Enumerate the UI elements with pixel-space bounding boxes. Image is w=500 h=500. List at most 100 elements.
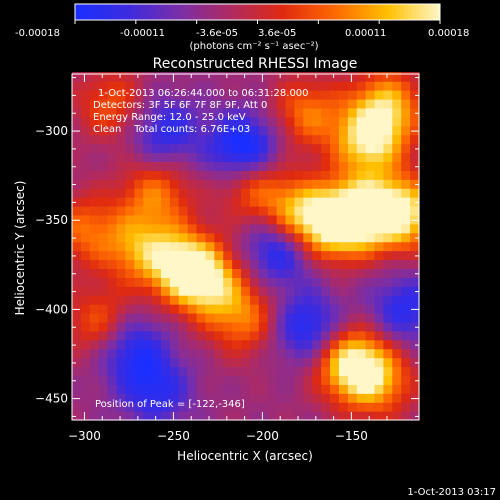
heatmap-cell <box>232 295 242 305</box>
heatmap-cell <box>107 179 118 189</box>
heatmap-cell <box>321 330 331 341</box>
heatmap-cell <box>392 223 402 234</box>
heatmap-cell <box>205 143 215 154</box>
heatmap-cell <box>116 348 126 359</box>
heatmap-cell <box>80 90 91 100</box>
heatmap-cell <box>374 98 385 109</box>
heatmap-cell <box>196 375 207 385</box>
heatmap-cell <box>98 286 109 296</box>
heatmap-cell <box>72 90 82 100</box>
heatmap-cell <box>383 259 393 269</box>
heatmap-cell <box>152 250 162 261</box>
heatmap-cell <box>169 321 180 332</box>
heatmap-cell <box>169 107 180 118</box>
heatmap-cell <box>232 241 242 252</box>
heatmap-cell <box>267 393 278 403</box>
heatmap-cell <box>89 143 100 154</box>
heatmap-cell <box>249 90 260 100</box>
heatmap-cell <box>294 72 304 82</box>
heatmap-cell <box>143 72 153 82</box>
heatmap-cell <box>401 321 411 332</box>
heatmap-cell <box>107 277 118 287</box>
colorbar-gradient <box>74 3 441 21</box>
heatmap-cell <box>312 98 322 109</box>
heatmap-cell <box>374 205 385 216</box>
heatmap-cell <box>196 241 207 252</box>
heatmap-cell <box>321 188 331 198</box>
heatmap-cell <box>267 188 278 198</box>
heatmap-cell <box>294 90 304 100</box>
heatmap-cell <box>401 223 411 234</box>
heatmap-cell <box>107 170 118 180</box>
heatmap-cell <box>383 384 393 394</box>
heatmap-cell <box>232 366 242 377</box>
heatmap-cell <box>187 375 198 385</box>
heatmap-cell <box>214 90 224 100</box>
heatmap-cell <box>152 393 162 403</box>
heatmap-cell <box>80 295 91 305</box>
heatmap-cell <box>321 107 331 118</box>
heatmap-cell <box>107 241 118 252</box>
heatmap-cell <box>303 152 313 162</box>
heatmap-cell <box>160 170 171 180</box>
heatmap-cell <box>374 268 385 278</box>
heatmap-cell <box>98 223 109 234</box>
heatmap-cell <box>143 205 153 216</box>
y-tick-label: −350 <box>35 213 68 227</box>
heatmap-cell <box>249 312 260 323</box>
heatmap-cell <box>80 277 91 287</box>
heatmap-cell <box>178 357 189 368</box>
heatmap-cell <box>80 241 91 252</box>
heatmap-cell <box>392 393 402 403</box>
heatmap-cell <box>401 295 411 305</box>
heatmap-cell <box>143 179 153 189</box>
heatmap-cell <box>258 125 269 136</box>
heatmap-cell <box>187 81 198 91</box>
heatmap-cell <box>365 134 376 145</box>
heatmap-cell <box>312 197 322 207</box>
heatmap-cell <box>392 170 402 180</box>
heatmap-cell <box>72 402 82 412</box>
heatmap-cell <box>178 223 189 234</box>
heatmap-cell <box>143 241 153 252</box>
heatmap-cell <box>267 223 278 234</box>
heatmap-cell <box>241 277 251 287</box>
heatmap-cell <box>356 223 367 234</box>
heatmap-cell <box>356 214 367 225</box>
heatmap-cell <box>169 384 180 394</box>
heatmap-cell <box>160 402 171 412</box>
heatmap-cell <box>356 143 367 154</box>
heatmap-cell <box>294 393 304 403</box>
heatmap-cell <box>116 321 126 332</box>
heatmap-cell <box>303 188 313 198</box>
heatmap-cell <box>80 250 91 261</box>
heatmap-cell <box>249 134 260 145</box>
heatmap-cell <box>347 357 358 368</box>
heatmap-cell <box>160 357 171 368</box>
heatmap-cell <box>205 312 215 323</box>
heatmap-cell <box>365 330 376 341</box>
heatmap-cell <box>80 72 91 82</box>
heatmap-cell <box>125 232 135 243</box>
heatmap-cell <box>205 134 215 145</box>
heatmap-cell <box>134 241 144 252</box>
heatmap-cell <box>249 107 260 118</box>
heatmap-cell <box>383 330 393 341</box>
heatmap-cell <box>178 161 189 171</box>
heatmap-cell <box>169 188 180 198</box>
heatmap-cell <box>160 214 171 225</box>
heatmap-cell <box>356 188 367 198</box>
heatmap-cell <box>160 197 171 207</box>
heatmap-cell <box>241 241 251 252</box>
heatmap-cell <box>276 81 287 91</box>
heatmap-cell <box>116 277 126 287</box>
heatmap-cell <box>98 143 109 154</box>
heatmap-cell <box>116 411 126 421</box>
heatmap-cell <box>321 393 331 403</box>
heatmap-cell <box>169 81 180 91</box>
heatmap-cell <box>98 250 109 261</box>
heatmap-cell <box>285 214 296 225</box>
heatmap-cell <box>178 366 189 377</box>
heatmap-cell <box>107 125 118 136</box>
heatmap-cell <box>232 188 242 198</box>
